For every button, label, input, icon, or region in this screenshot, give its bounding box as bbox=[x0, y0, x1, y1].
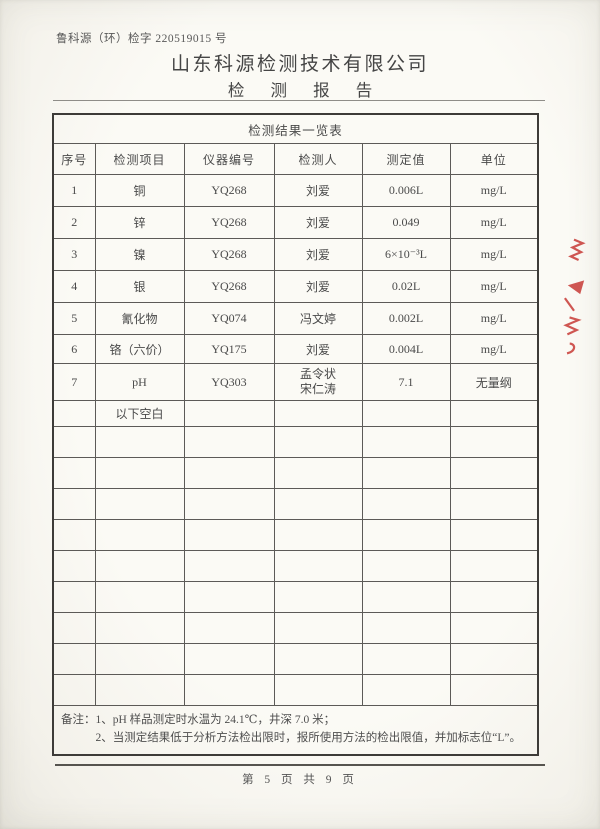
table-title: 检测结果一览表 bbox=[52, 113, 539, 144]
cell-value: 0.004L bbox=[361, 334, 451, 364]
empty-table-row bbox=[52, 519, 539, 551]
results-table: 检测结果一览表 序号 检测项目 仪器编号 检测人 测定值 单位 1 铜 YQ26… bbox=[52, 113, 540, 756]
report-title: 检 测 报 告 bbox=[227, 81, 384, 100]
empty-table-row bbox=[52, 612, 539, 644]
cell-no: 7 bbox=[52, 363, 96, 401]
empty-table-row bbox=[52, 550, 539, 582]
cell-value bbox=[361, 400, 451, 427]
cell-tester: 刘爱 bbox=[273, 238, 363, 271]
table-row: 2 锌 YQ268 刘爱 0.049 mg/L bbox=[52, 206, 539, 239]
page-number: 第 5 页 共 9 页 bbox=[242, 774, 358, 786]
cell-item: 银 bbox=[94, 270, 185, 303]
cell-item: 氰化物 bbox=[94, 302, 185, 335]
cell-tester: 刘爱 bbox=[273, 334, 363, 364]
cell-instrument: YQ303 bbox=[183, 363, 275, 401]
cell-no bbox=[52, 400, 96, 427]
cell-value: 0.02L bbox=[361, 270, 451, 303]
cell-instrument: YQ268 bbox=[183, 174, 275, 207]
empty-table-row bbox=[52, 674, 539, 706]
cell-unit: mg/L bbox=[449, 270, 539, 303]
cell-item: 锌 bbox=[94, 206, 185, 239]
cell-unit: mg/L bbox=[449, 206, 539, 239]
cell-tester bbox=[273, 400, 363, 427]
cell-no: 3 bbox=[52, 238, 96, 271]
col-header-unit: 单位 bbox=[449, 143, 539, 175]
cell-item: pH bbox=[94, 363, 185, 401]
table-header-row: 序号 检测项目 仪器编号 检测人 测定值 单位 bbox=[52, 143, 539, 175]
col-header-no: 序号 bbox=[52, 143, 96, 175]
table-row: 7 pH YQ303 孟令状 宋仁涛 7.1 无量纲 bbox=[52, 363, 539, 401]
note-line-1: 1、pH 样品测定时水温为 24.1℃，井深 7.0 米； bbox=[95, 714, 336, 727]
col-header-tester: 检测人 bbox=[273, 143, 363, 175]
col-header-value: 测定值 bbox=[361, 143, 451, 175]
empty-table-row bbox=[52, 426, 539, 458]
cell-unit: mg/L bbox=[449, 238, 539, 271]
col-header-instrument: 仪器编号 bbox=[183, 143, 275, 175]
table-row: 4 银 YQ268 刘爱 0.02L mg/L bbox=[52, 270, 539, 303]
notes-row: 备注： 1、pH 样品测定时水温为 24.1℃，井深 7.0 米； 2、当测定结… bbox=[52, 705, 539, 756]
cell-value: 6×10⁻³L bbox=[361, 238, 451, 271]
cell-instrument: YQ175 bbox=[183, 334, 275, 364]
cell-tester: 冯文婷 bbox=[273, 302, 363, 335]
cell-item: 铬（六价） bbox=[94, 334, 185, 364]
cell-tester: 刘爱 bbox=[273, 206, 363, 239]
cell-instrument: YQ268 bbox=[183, 270, 275, 303]
footer-divider bbox=[55, 764, 545, 766]
note-line-2: 2、当测定结果低于分析方法检出限时，报所使用方法的检出限值，并加标志位“L”。 bbox=[95, 732, 521, 744]
cell-tester: 孟令状 宋仁涛 bbox=[273, 363, 363, 401]
notes-label: 备注： bbox=[61, 714, 96, 727]
cell-no: 6 bbox=[52, 334, 96, 364]
cell-no: 1 bbox=[52, 174, 96, 207]
cell-value: 0.006L bbox=[361, 174, 451, 207]
col-header-item: 检测项目 bbox=[94, 143, 185, 175]
document-number: 鲁科源（环）检字 220519015 号 bbox=[56, 33, 227, 45]
cell-item: 镍 bbox=[94, 238, 185, 271]
table-row: 5 氰化物 YQ074 冯文婷 0.002L mg/L bbox=[52, 302, 539, 335]
cell-no: 4 bbox=[52, 270, 96, 303]
cell-unit: 无量纲 bbox=[449, 363, 539, 401]
cell-unit bbox=[449, 400, 539, 427]
empty-table-row bbox=[52, 643, 539, 675]
cell-unit: mg/L bbox=[449, 302, 539, 335]
cell-instrument: YQ268 bbox=[183, 206, 275, 239]
header-divider bbox=[53, 100, 545, 101]
cell-no: 2 bbox=[52, 206, 96, 239]
cell-unit: mg/L bbox=[449, 334, 539, 364]
cell-value: 7.1 bbox=[361, 363, 451, 401]
empty-table-row bbox=[52, 581, 539, 613]
company-title: 山东科源检测技术有限公司 bbox=[170, 54, 429, 75]
table-row: 6 铬（六价） YQ175 刘爱 0.004L mg/L bbox=[52, 334, 539, 364]
table-row: 3 镍 YQ268 刘爱 6×10⁻³L mg/L bbox=[52, 238, 539, 271]
cell-value: 0.002L bbox=[361, 302, 451, 335]
cell-item: 铜 bbox=[94, 174, 185, 207]
cell-value: 0.049 bbox=[361, 206, 451, 239]
cell-instrument bbox=[183, 400, 275, 427]
table-row: 1 铜 YQ268 刘爱 0.006L mg/L bbox=[52, 174, 539, 207]
red-stamp-fragment-icon bbox=[556, 235, 600, 359]
empty-table-row bbox=[52, 488, 539, 520]
cell-tester: 刘爱 bbox=[273, 174, 363, 207]
cell-unit: mg/L bbox=[449, 174, 539, 207]
notes: 备注： 1、pH 样品测定时水温为 24.1℃，井深 7.0 米； 2、当测定结… bbox=[61, 712, 531, 748]
cell-no: 5 bbox=[52, 302, 96, 335]
cell-instrument: YQ268 bbox=[183, 238, 275, 271]
cell-item: 以下空白 bbox=[94, 400, 185, 427]
empty-table-row bbox=[52, 457, 539, 489]
blank-below-row: 以下空白 bbox=[52, 400, 539, 427]
table-title-row: 检测结果一览表 bbox=[52, 113, 539, 144]
cell-tester: 刘爱 bbox=[273, 270, 363, 303]
cell-instrument: YQ074 bbox=[183, 302, 275, 335]
